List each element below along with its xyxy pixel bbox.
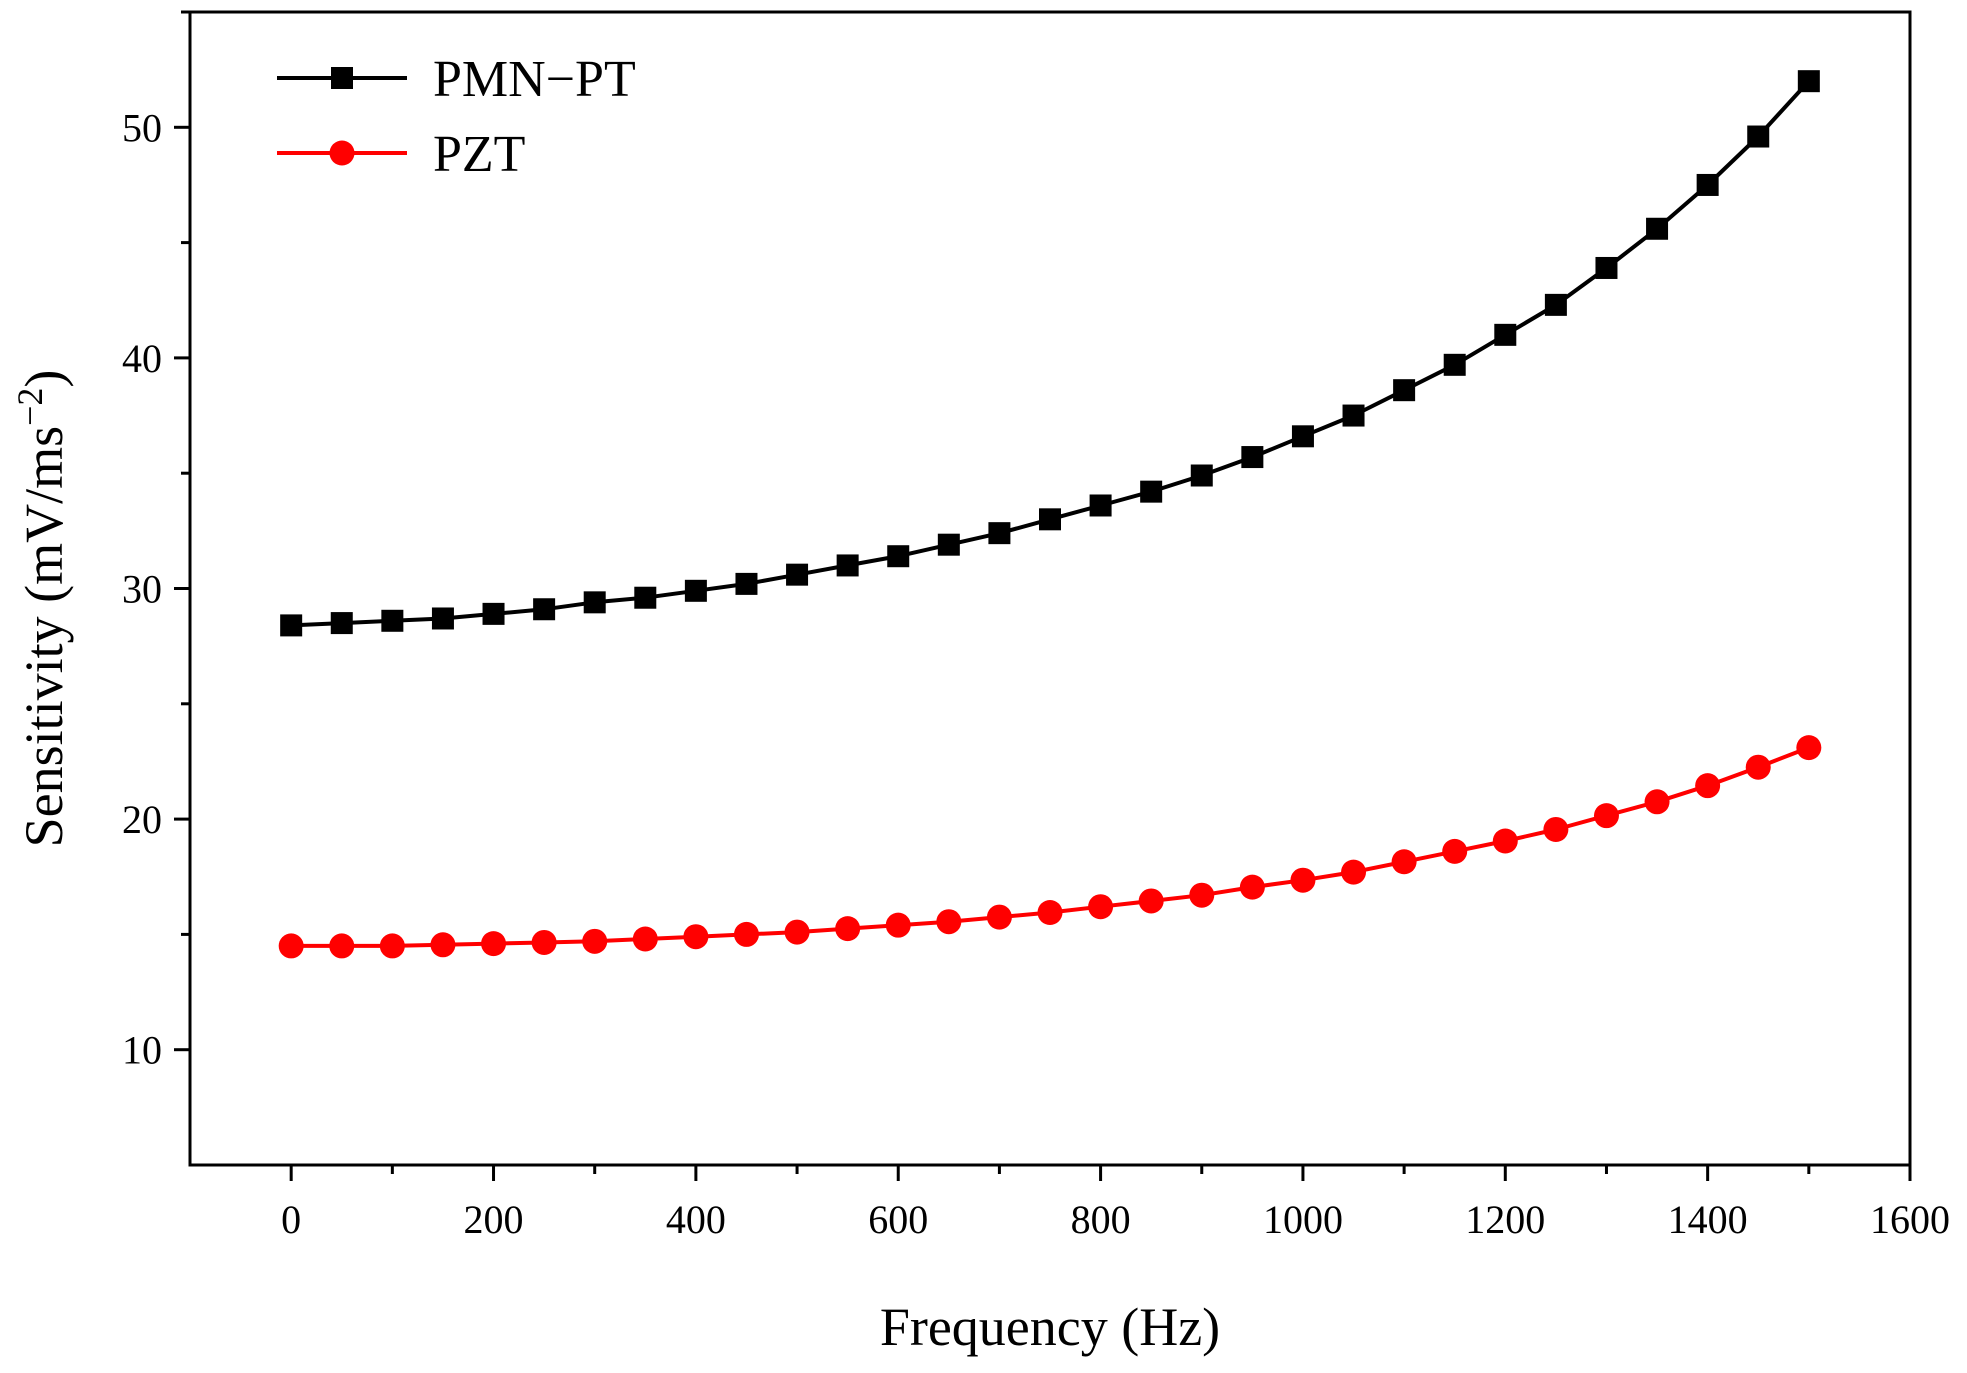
data-point-square: [1291, 425, 1314, 448]
data-point-circle: [582, 928, 608, 954]
data-point-circle: [1442, 838, 1468, 864]
data-point-square: [1494, 323, 1517, 346]
data-point-circle: [1189, 882, 1215, 908]
series-1: [278, 735, 1822, 959]
data-point-circle: [278, 933, 304, 959]
data-point-circle: [1088, 894, 1114, 920]
data-point-circle: [1593, 803, 1619, 829]
data-point-square: [1544, 293, 1567, 316]
data-point-square: [1190, 464, 1213, 487]
data-point-square: [1595, 256, 1618, 279]
x-tick-label: 800: [1071, 1197, 1131, 1242]
data-point-circle: [1796, 735, 1822, 761]
y-axis-title-superscript: −2: [10, 388, 50, 426]
data-point-circle: [1745, 754, 1771, 780]
y-tick-label: 20: [122, 797, 162, 842]
legend-marker-square: [331, 67, 353, 89]
data-point-square: [1140, 480, 1163, 503]
legend-label: PMN−PT: [433, 51, 636, 108]
data-point-square: [533, 598, 556, 621]
data-point-circle: [430, 932, 456, 958]
y-tick-label: 30: [122, 567, 162, 612]
y-axis-title-close: ): [14, 370, 74, 388]
x-tick-label: 600: [868, 1197, 928, 1242]
data-point-circle: [936, 909, 962, 935]
legend-item: PZT: [277, 126, 525, 183]
legend-item: PMN−PT: [277, 51, 636, 108]
data-point-circle: [1644, 789, 1670, 815]
data-point-square: [482, 602, 505, 625]
x-tick-label: 1400: [1668, 1197, 1748, 1242]
x-tick-label: 200: [464, 1197, 524, 1242]
data-point-square: [431, 607, 454, 630]
data-point-square: [735, 572, 758, 595]
data-point-square: [1241, 446, 1264, 469]
data-point-circle: [784, 919, 810, 945]
data-point-square: [1443, 353, 1466, 376]
data-point-circle: [1037, 899, 1063, 925]
data-point-square: [887, 545, 910, 568]
data-point-circle: [1138, 888, 1164, 914]
x-tick-label: 400: [666, 1197, 726, 1242]
data-point-square: [836, 554, 859, 577]
data-point-square: [280, 614, 303, 637]
x-tick-label: 1000: [1263, 1197, 1343, 1242]
data-point-circle: [683, 924, 709, 950]
series-0: [280, 70, 1820, 637]
data-point-square: [634, 586, 657, 609]
x-tick-label: 1600: [1870, 1197, 1950, 1242]
data-point-circle: [1543, 816, 1569, 842]
data-point-circle: [632, 926, 658, 952]
y-tick-label: 50: [122, 105, 162, 150]
y-axis-title: Sensitivity (mV/ms−2): [10, 370, 74, 848]
x-tick-label: 1200: [1465, 1197, 1545, 1242]
data-point-circle: [1341, 859, 1367, 885]
data-point-square: [583, 591, 606, 614]
legend-label: PZT: [433, 126, 525, 183]
data-point-square: [330, 612, 353, 635]
data-point-square: [1393, 379, 1416, 402]
data-point-circle: [379, 933, 405, 959]
data-point-circle: [1492, 828, 1518, 854]
data-point-circle: [1391, 849, 1417, 875]
y-tick-label: 10: [122, 1028, 162, 1073]
data-point-square: [1747, 125, 1770, 148]
data-point-circle: [1239, 874, 1265, 900]
data-point-circle: [329, 933, 355, 959]
data-point-circle: [531, 929, 557, 955]
data-point-square: [684, 579, 707, 602]
x-tick-label: 0: [281, 1197, 301, 1242]
x-axis-title: Frequency (Hz): [880, 1297, 1220, 1357]
data-point-circle: [1695, 773, 1721, 799]
data-point-circle: [481, 931, 507, 957]
data-point-square: [381, 609, 404, 632]
data-point-square: [1089, 494, 1112, 517]
data-point-circle: [986, 904, 1012, 930]
data-point-square: [1646, 217, 1669, 240]
data-point-circle: [835, 916, 861, 942]
y-tick-label: 40: [122, 336, 162, 381]
data-point-square: [988, 522, 1011, 545]
data-point-circle: [733, 921, 759, 947]
y-axis-title-main: Sensitivity (mV/ms: [14, 426, 74, 848]
data-point-square: [1696, 173, 1719, 196]
data-point-square: [937, 533, 960, 556]
data-point-square: [1039, 508, 1061, 531]
data-point-square: [786, 563, 809, 586]
data-point-square: [1797, 70, 1820, 93]
data-point-circle: [1290, 867, 1316, 893]
data-point-circle: [885, 912, 911, 938]
data-point-square: [1342, 404, 1365, 427]
legend-marker-circle: [329, 140, 355, 166]
